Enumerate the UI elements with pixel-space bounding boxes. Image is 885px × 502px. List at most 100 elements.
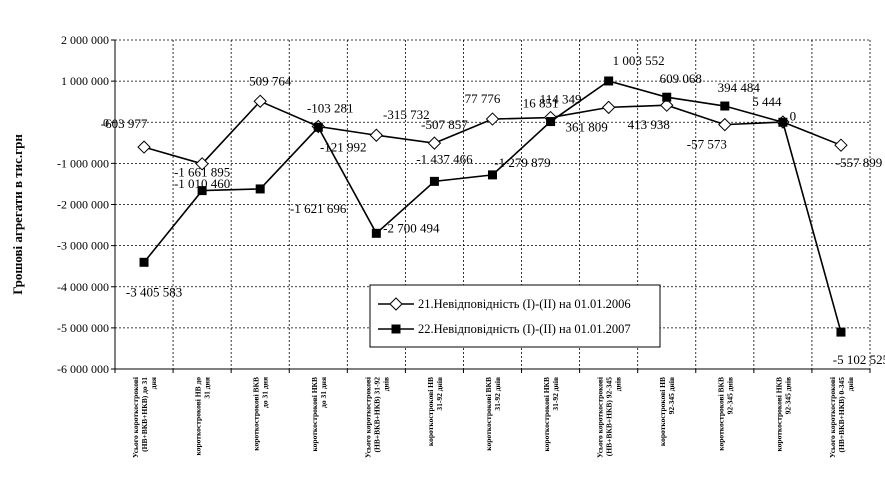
- legend: 21.Невідповідність (I)-(II) на 01.01.200…: [369, 284, 661, 348]
- x-category-label: короткострокові НКВ 31-92 днів: [542, 377, 560, 452]
- x-category-label-line: (НВ+ВКВ+НКВ) 92-345: [605, 377, 614, 456]
- series-2-point: [720, 101, 730, 111]
- x-category-label-line: короткострокові НВ: [426, 377, 435, 446]
- series-1-point: [253, 94, 267, 108]
- x-category-label-line: 92-345 днів: [783, 377, 792, 414]
- data-label-series-2: 609 068: [660, 71, 702, 86]
- series-1-point: [137, 140, 151, 154]
- x-category-label-line: 31-92 днів: [493, 377, 502, 411]
- data-label-series-2: -1 661 895: [174, 165, 230, 180]
- x-category-label-line: 92-345 днів: [667, 377, 676, 414]
- data-label-series-2: -121 992: [320, 139, 367, 154]
- data-label-series-1: 5 444: [752, 94, 782, 109]
- series-2-point: [371, 228, 381, 238]
- x-category-label-line: 31-92 днів: [435, 377, 444, 411]
- series-1-point: [195, 157, 209, 171]
- y-tick-label: -1 000 000: [57, 156, 109, 170]
- x-category-label-line: (НВ+ВКВ+НКВ) до 31: [140, 377, 149, 452]
- y-tick-label: -3 000 000: [57, 239, 109, 253]
- data-label-series-1: 509 764: [249, 73, 292, 88]
- series-line-1: [143, 100, 842, 165]
- x-category-label-line: Усього короткострокові: [596, 377, 605, 458]
- series-2-point: [836, 327, 846, 337]
- y-tick-label: 0: [103, 115, 109, 129]
- series-2-point: [139, 257, 149, 267]
- x-category-label: короткострокові ВКВ 92-345 днів: [716, 377, 734, 451]
- data-label-series-2: -2 700 494: [383, 220, 440, 235]
- y-tick-label: -2 000 000: [57, 198, 109, 212]
- x-category-label-line: короткострокові НВ до: [194, 377, 203, 456]
- x-category-label-line: короткострокові ВКВ: [484, 377, 493, 451]
- y-tick-label: -4 000 000: [57, 280, 109, 294]
- data-label-series-2: -1 279 879: [494, 155, 550, 170]
- series-1-point: [427, 136, 442, 150]
- x-category-label-line: короткострокові ВКВ: [716, 377, 725, 451]
- legend-box: [369, 284, 661, 348]
- data-label-series-2: -3 405 583: [126, 284, 182, 299]
- x-category-label: Усього короткострокові (НВ+ВКВ+НКВ) 31-92…: [363, 377, 390, 458]
- y-tick-label: -6 000 000: [57, 362, 109, 376]
- series-1-point: [485, 112, 500, 126]
- x-category-label-line: (НВ+ВКВ+НКВ) 31-92: [372, 377, 381, 453]
- grid: [114, 39, 871, 370]
- series-1-point: [601, 100, 616, 115]
- data-label-series-1: -103 281: [307, 100, 354, 115]
- data-label-series-1: 413 938: [628, 117, 670, 132]
- x-category-label-line: короткострокові ВКВ: [252, 377, 261, 451]
- x-category-label-line: Усього короткострокові: [363, 377, 372, 458]
- data-label-series-1: -507 857: [421, 117, 468, 132]
- x-category-label-line: короткострокові НКВ: [774, 377, 783, 452]
- series-group: [137, 76, 848, 337]
- legend-marker-diamond: [389, 297, 403, 311]
- x-category-label-line: до 31 дня: [319, 377, 328, 408]
- legend-label-2: 22.Невідповідність (I)-(II) на 01.01.200…: [418, 322, 631, 336]
- series-1-point: [718, 117, 732, 132]
- data-label-series-1: 361 809: [566, 119, 608, 134]
- x-category-label-line: короткострокові НКВ: [310, 377, 319, 452]
- x-category-label: короткострокові НВ 31-92 днів: [426, 377, 444, 446]
- data-label-series-2: 1 003 552: [613, 53, 665, 68]
- x-category-label-line: днів: [614, 377, 623, 391]
- x-category-labels: Усього короткострокові (НВ+ВКВ+НКВ) до 31…: [131, 377, 855, 458]
- data-label-series-1: -57 573: [687, 137, 727, 152]
- x-category-label: Усього короткострокові (НВ+ВКВ+НКВ) 92-34…: [596, 377, 623, 458]
- x-category-label-line: короткострокові НВ: [658, 377, 667, 446]
- x-category-label: Усього короткострокові (НВ+ВКВ+НКВ) 0-345…: [828, 377, 855, 458]
- data-label-series-2: 16 851: [523, 96, 559, 111]
- x-category-label: короткострокові ВКВ до 31 дня: [252, 377, 270, 451]
- x-category-label-line: 31 дня: [203, 377, 212, 399]
- data-label-series-1: -1 010 460: [174, 176, 230, 191]
- series-2-point: [662, 92, 672, 102]
- legend-marker-square: [391, 324, 401, 334]
- series-2-point: [429, 176, 439, 186]
- data-label-series-1: -315 732: [383, 107, 430, 122]
- x-category-label-line: дня: [149, 377, 158, 389]
- series-2-point: [778, 117, 788, 127]
- x-category-label-line: до 31 дня: [261, 377, 270, 408]
- data-label-series-1: -603 977: [101, 116, 148, 131]
- series-2-point: [604, 76, 614, 86]
- data-label-series-1: 114 349: [540, 92, 582, 107]
- x-category-label-line: короткострокові НКВ: [542, 377, 551, 452]
- axes: [111, 39, 871, 373]
- series-2-point: [255, 184, 265, 194]
- series-2-point: [197, 186, 207, 196]
- series-2-point: [546, 117, 556, 127]
- data-label-series-2: -1 621 696: [290, 201, 347, 216]
- data-label-series-2: 0: [790, 108, 797, 123]
- x-category-label-line: Усього короткострокові: [828, 377, 837, 458]
- y-tick-label: -5 000 000: [57, 321, 109, 335]
- x-category-label-line: 92-345 днів: [725, 377, 734, 414]
- y-tick-label: 1 000 000: [61, 74, 109, 88]
- x-category-label-line: 31-92 днів: [551, 377, 560, 411]
- data-label-series-2: -1 437 466: [416, 151, 473, 166]
- data-labels: -603 977 -1 010 460 509 764 -103 281 -315 73…: [101, 53, 885, 367]
- x-category-label-line: днів: [381, 377, 390, 391]
- x-category-label-line: (НВ+ВКВ+НКВ) 0-345: [837, 377, 846, 453]
- data-label-series-2: 394 484: [718, 80, 761, 95]
- series-1-point: [369, 128, 384, 142]
- x-category-label: Усього короткострокові (НВ+ВКВ+НКВ) до 31…: [131, 377, 158, 458]
- x-category-label-line: Усього короткострокові: [131, 377, 140, 458]
- series-1-point: [660, 98, 674, 112]
